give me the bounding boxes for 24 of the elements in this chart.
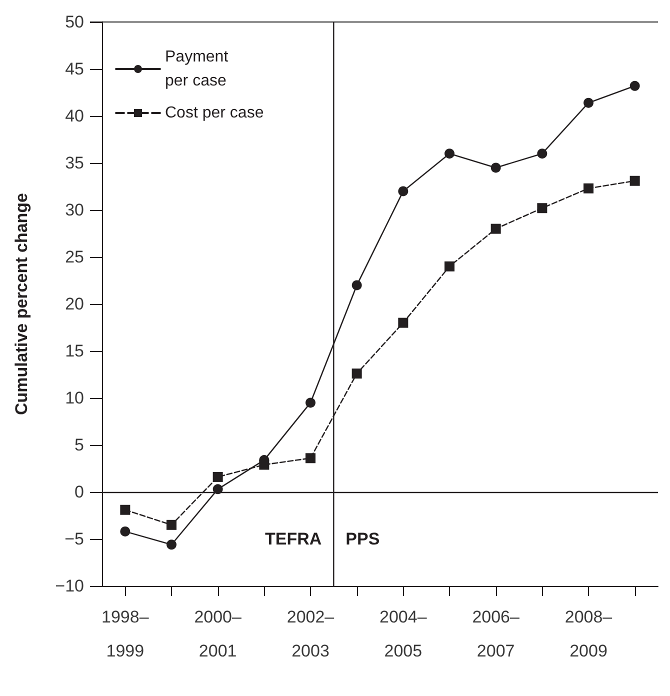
y-tick-label: 45 bbox=[65, 60, 84, 78]
x-tick-label: 2006– 2007 bbox=[472, 608, 520, 660]
y-tick-label: 10 bbox=[65, 388, 84, 408]
x-tick-label: 2002– 2003 bbox=[286, 608, 335, 660]
y-tick-label: 20 bbox=[65, 294, 84, 314]
y-tick-label: 35 bbox=[65, 154, 84, 172]
legend-label: Cost per case bbox=[165, 104, 264, 122]
annotation: TEFRA bbox=[264, 530, 322, 549]
y-tick-label: −5 bbox=[64, 530, 84, 548]
x-tick-label: 1998– 1999 bbox=[102, 608, 150, 660]
y-axis-title: Cumulative percent change bbox=[12, 192, 31, 416]
y-tick-label: 15 bbox=[65, 342, 84, 360]
y-tick-label: 0 bbox=[74, 482, 84, 502]
annotation: PPS bbox=[346, 530, 380, 549]
y-tick-label: 30 bbox=[65, 200, 84, 220]
y-tick-label: 25 bbox=[65, 248, 84, 266]
x-tick-label: 2008– 2009 bbox=[564, 608, 613, 660]
y-tick-label: 5 bbox=[74, 436, 84, 454]
y-tick-label: −10 bbox=[55, 576, 84, 596]
x-tick-label: 2004– 2005 bbox=[380, 608, 428, 660]
legend-label: Payment per case bbox=[165, 48, 229, 90]
x-tick-label: 2000– 2001 bbox=[194, 608, 242, 660]
y-tick-label: 50 bbox=[65, 12, 84, 32]
y-tick-label: 40 bbox=[65, 106, 84, 126]
